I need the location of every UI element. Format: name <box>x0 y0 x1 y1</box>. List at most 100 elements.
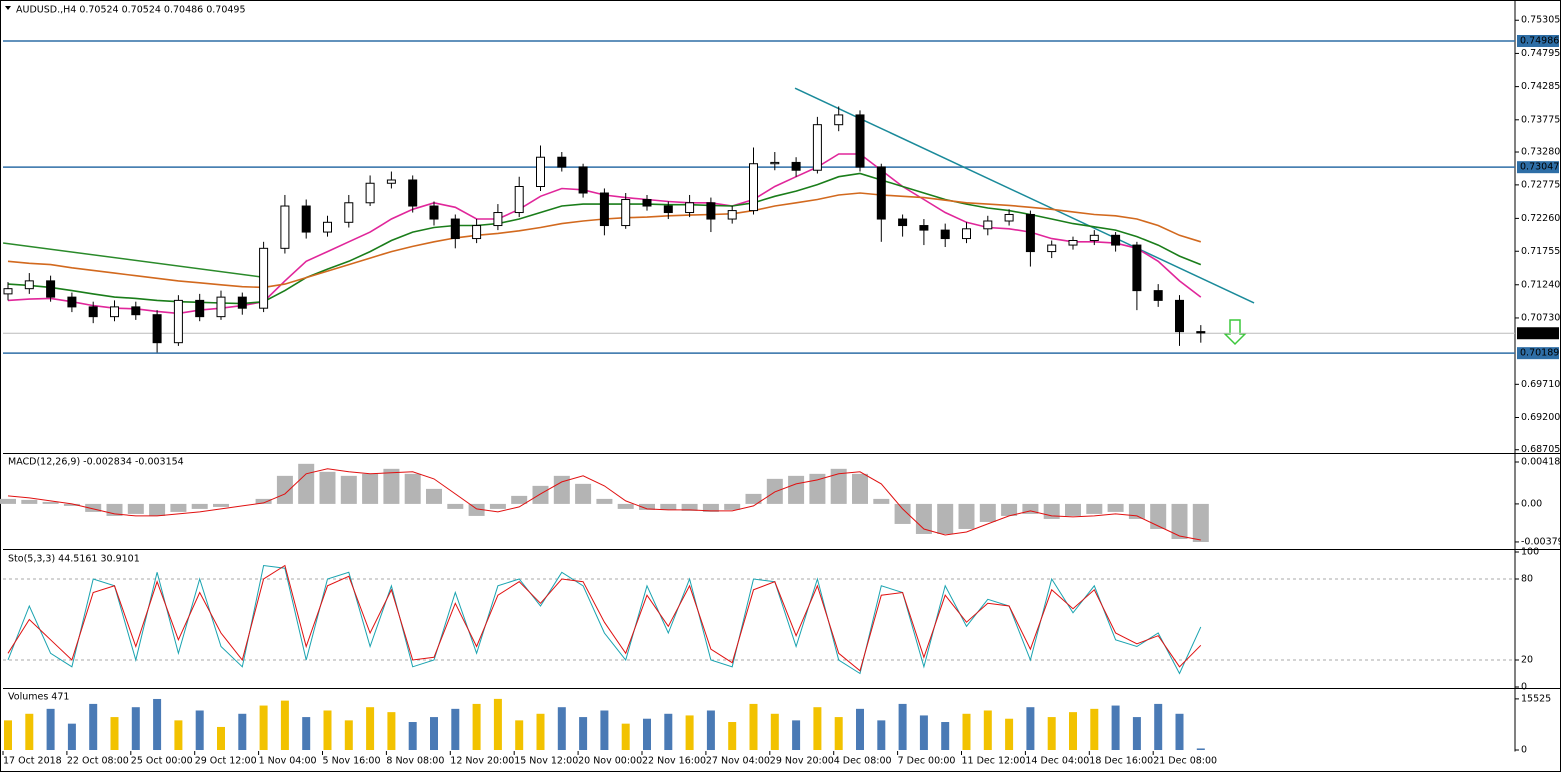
price-label: 0.74986 <box>1520 36 1559 47</box>
volume-bar <box>153 698 162 750</box>
volume-bar <box>46 708 55 750</box>
macd-bar <box>894 503 911 524</box>
volume-bar <box>25 713 34 750</box>
candle-body <box>450 218 460 240</box>
candle-body <box>131 306 141 316</box>
x-tick-label: 22 Nov 16:00 <box>642 756 706 767</box>
x-tick-label: 25 Oct 00:00 <box>131 756 193 767</box>
macd-bar <box>21 499 38 504</box>
pane-title: MACD(12,26,9) -0.002834 -0.003154 <box>8 457 184 468</box>
candle-body <box>1089 234 1099 242</box>
y-tick-label: 0.69200 <box>1521 412 1560 423</box>
last-price-box <box>1517 327 1559 340</box>
candle-body <box>685 202 695 214</box>
symbol-menu-icon[interactable] <box>5 6 11 10</box>
volume-bar <box>600 710 609 750</box>
candle-body <box>173 299 183 344</box>
candle-body <box>940 229 950 240</box>
macd-bar <box>1086 503 1103 514</box>
candle-body <box>386 179 396 184</box>
volume-bar <box>323 710 332 750</box>
x-tick-label: 7 Dec 00:00 <box>898 756 956 767</box>
macd-bar <box>958 503 975 529</box>
candle-body <box>749 163 758 212</box>
macd-bar <box>255 498 272 504</box>
y-tick-label: 0.72260 <box>1521 213 1560 224</box>
candle-body <box>855 114 865 168</box>
x-tick-label: 29 Oct 12:00 <box>195 756 257 767</box>
macd-bar <box>617 503 634 509</box>
y-tick-label: 0 <box>1521 682 1527 693</box>
volume-bar <box>302 717 311 750</box>
candle-body <box>812 124 822 171</box>
y-tick-label: -0.003796 <box>1521 536 1561 547</box>
macd-bar <box>85 503 102 512</box>
volume-bar <box>557 707 566 750</box>
macd-bar <box>873 498 890 504</box>
price-label: 0.70189 <box>1520 348 1559 359</box>
volume-bar <box>1132 717 1141 750</box>
macd-bar <box>63 503 80 506</box>
candle-body <box>919 225 929 231</box>
y-tick-label: 0.73775 <box>1521 114 1560 125</box>
price-label-box <box>1517 347 1559 360</box>
candle-body <box>663 205 673 214</box>
macd-bar <box>575 483 592 504</box>
candle-body <box>110 306 119 318</box>
candle-body <box>280 205 290 249</box>
pane-title: AUDUSD.,H4 0.70524 0.70524 0.70486 0.704… <box>16 5 246 16</box>
y-tick-label: 100 <box>1521 547 1539 558</box>
macd-bar <box>830 468 847 504</box>
candle-body <box>514 186 524 214</box>
volume-bar <box>1175 713 1184 750</box>
x-tick-label: 15 Nov 12:00 <box>514 756 578 767</box>
macd-bar <box>788 475 805 504</box>
price-label-box <box>1517 161 1559 174</box>
volume-bar <box>962 713 971 750</box>
y-tick-label: 0.69710 <box>1521 379 1560 390</box>
volume-bar <box>174 720 183 750</box>
y-tick-label: 0.74285 <box>1521 81 1560 92</box>
pane-title: Volumes 471 <box>8 692 69 703</box>
volume-bar <box>238 713 247 750</box>
candle-body <box>557 156 567 168</box>
stochastic-line <box>7 564 1202 675</box>
candle-body <box>898 218 908 227</box>
trend-line <box>794 87 1255 304</box>
volume-bar <box>728 722 737 750</box>
macd-bar <box>852 473 868 504</box>
down-arrow <box>1223 319 1247 346</box>
macd-bar <box>383 468 400 504</box>
macd-bar <box>724 503 741 510</box>
macd-bar <box>1128 503 1145 519</box>
candle-body <box>259 247 269 309</box>
candle-body <box>216 296 226 318</box>
x-tick-label: 20 Nov 00:00 <box>578 756 642 767</box>
candle-body <box>88 306 98 318</box>
candle-body <box>472 225 482 240</box>
candle-body <box>791 161 801 171</box>
macd-bar <box>298 463 315 504</box>
candle-body <box>67 296 77 308</box>
volume-bar <box>1047 717 1056 750</box>
candle-body <box>195 299 205 318</box>
candle-body <box>344 202 354 223</box>
volume-bar <box>536 713 545 750</box>
y-tick-label: 0.70730 <box>1521 312 1560 323</box>
x-tick-label: 5 Nov 16:00 <box>323 756 381 767</box>
x-tick-label: 4 Dec 08:00 <box>834 756 892 767</box>
candle-body <box>408 179 418 207</box>
candle-body <box>599 192 609 227</box>
candle-body <box>365 182 375 204</box>
candle-body <box>46 280 56 298</box>
y-tick-label: 0.71755 <box>1521 246 1560 257</box>
volume-bar <box>1090 708 1099 750</box>
macd-bar <box>1107 503 1124 512</box>
macd-bar <box>511 495 528 504</box>
candle-body <box>152 314 162 344</box>
candle-body <box>706 202 716 220</box>
candle-body <box>1196 331 1206 334</box>
macd-bar <box>745 493 762 504</box>
candle-body <box>642 199 652 207</box>
